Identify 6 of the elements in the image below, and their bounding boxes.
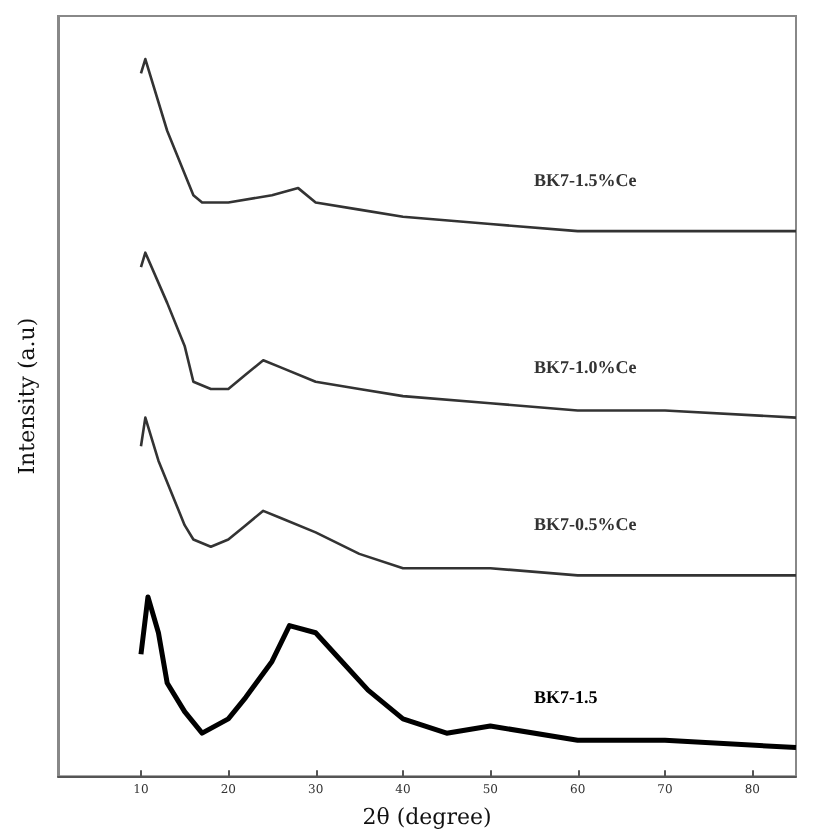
series-label: BK7-1.5 [533,686,599,707]
text: BK7-1.5%Ce [533,170,637,191]
y-axis-title: Intensity (a.u) [14,317,40,475]
series-label: BK7-1.0%Ce [533,356,637,377]
x-axis-title: 2θ (degree) [362,804,492,830]
text: BK7-0.5%Ce [533,514,637,535]
